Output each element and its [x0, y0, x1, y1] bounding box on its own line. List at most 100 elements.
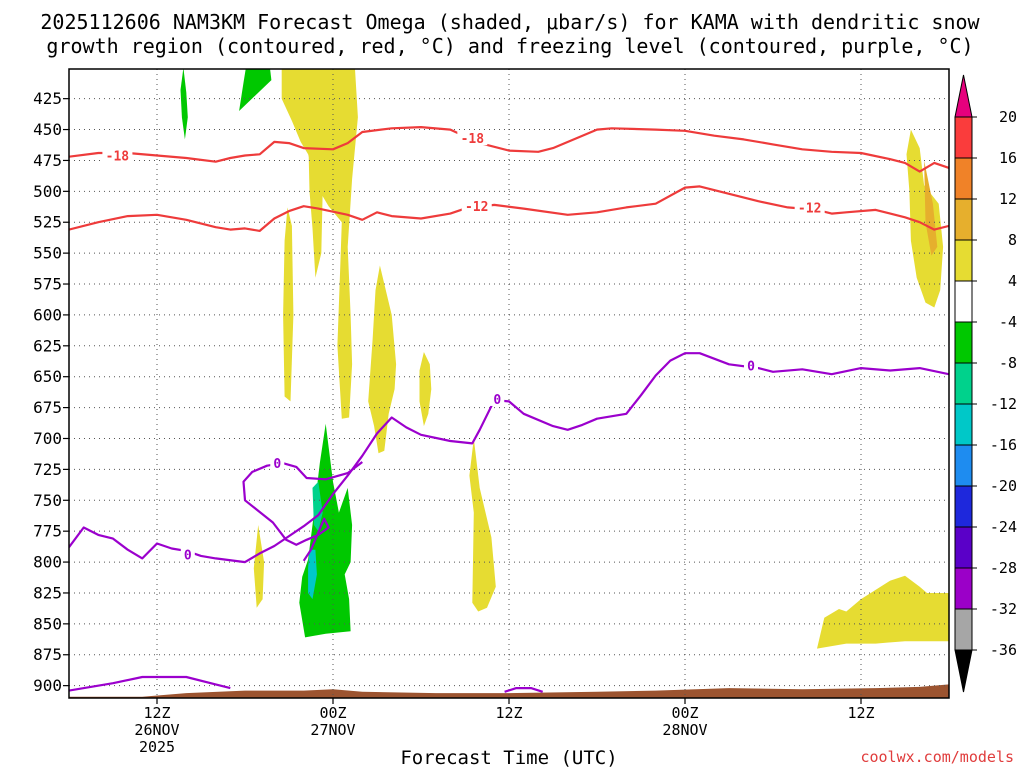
colorbar-label-10: 8	[1008, 231, 1017, 249]
colorbar: -36 -32 -28 -24 -20 -16 -12 -8 -4 4 8 12 16 20	[954, 74, 1017, 693]
freezing-level-surface-2-line	[504, 686, 544, 693]
colorbar-box-7	[954, 321, 973, 364]
freezing-level-main-label-bg-0	[490, 390, 505, 406]
freezing-level-loop-line	[242, 461, 363, 562]
colorbar-box-9	[954, 239, 973, 282]
y-axis: 425 450 475 500 525 550 575 600 625 650 675 700 725 7…	[33, 89, 69, 695]
x-tick-label-1-line1: 00Z	[319, 704, 346, 722]
freezing-level-loop-label-bg-0	[270, 455, 285, 471]
colorbar-label-12: 16	[999, 149, 1017, 167]
omega-pos-column-18z-tail	[308, 123, 325, 278]
grid-lines	[69, 69, 949, 698]
freezing-level-surface-line	[69, 675, 231, 692]
y-tick-label-425: 425	[33, 89, 62, 108]
x-axis-label: Forecast Time (UTC)	[400, 747, 617, 768]
omega-pos-column-18z	[281, 69, 358, 419]
omega-neg-upper	[180, 69, 188, 140]
y-tick-label-875: 875	[33, 645, 62, 664]
colorbar-box-12	[954, 116, 973, 159]
y-tick-label-475: 475	[33, 151, 62, 170]
omega-pos-late-column-core	[924, 160, 938, 256]
y-tick-label-850: 850	[33, 614, 62, 633]
dendritic-minus12-label-bg-0	[461, 198, 492, 214]
dendritic-minus12-label-1: -12	[798, 201, 821, 216]
chart-title-line-1: 2025112606 NAM3KM Forecast Omega (shaded…	[40, 10, 980, 34]
dendritic-minus12-label-bg-1	[794, 199, 825, 215]
dendritic-minus18-label-bg-1	[457, 130, 488, 146]
x-tick-label-0-line1: 12Z	[143, 704, 170, 722]
colorbar-label-0: -36	[990, 641, 1017, 659]
colorbar-box-11	[954, 157, 973, 200]
terrain-fill	[69, 684, 949, 698]
plot-background	[69, 69, 949, 698]
colorbar-box-1	[954, 567, 973, 610]
credit-link[interactable]: coolwx.com/models	[860, 748, 1014, 766]
colorbar-under-arrow	[954, 649, 973, 693]
dendritic-minus18-label-1: -18	[461, 132, 485, 147]
freezing-level-main-label-2: 0	[184, 549, 192, 564]
x-tick-label-3-line1: 00Z	[671, 704, 698, 722]
contour-labels: -18 -18 -12 -12 0 0 0 0	[102, 130, 825, 564]
colorbar-label-3: -24	[990, 518, 1017, 536]
freezing-level-main-label-bg-1	[744, 357, 758, 373]
y-tick-label-625: 625	[33, 336, 62, 355]
omega-pos-column-20z	[368, 265, 397, 454]
colorbar-label-2: -28	[990, 559, 1017, 577]
colorbar-label-5: -16	[990, 436, 1017, 454]
chart-title-line-2: growth region (contoured, red, °C) and f…	[46, 34, 973, 58]
y-tick-label-775: 775	[33, 522, 62, 541]
colorbar-box-5	[954, 403, 973, 446]
omega-pos-column-24z	[419, 352, 432, 427]
y-tick-label-750: 750	[33, 491, 62, 510]
y-tick-label-725: 725	[33, 460, 62, 479]
dendritic-minus18-label-bg-0	[102, 147, 133, 163]
dendritic-minus18-label-0: -18	[106, 150, 130, 165]
colorbar-box-4	[954, 444, 973, 487]
omega-pos-column-28z	[469, 438, 496, 612]
y-tick-label-675: 675	[33, 398, 62, 417]
x-tick-label-4-line1: 12Z	[847, 704, 874, 722]
freezing-level-main-label-1: 0	[747, 360, 755, 375]
colorbar-box-0	[954, 608, 973, 651]
y-tick-label-500: 500	[33, 182, 62, 201]
y-tick-label-800: 800	[33, 553, 62, 572]
freezing-level-main-label-0: 0	[493, 393, 501, 408]
colorbar-label-8: -4	[999, 313, 1017, 331]
freezing-level-main-label-bg-2	[180, 546, 195, 562]
x-tick-label-3-line2: 28NOV	[662, 721, 707, 739]
colorbar-over-arrow	[954, 74, 973, 118]
colorbar-label-11: 12	[999, 190, 1017, 208]
y-tick-label-825: 825	[33, 583, 62, 602]
x-tick-label-0-line3: 2025	[139, 738, 175, 756]
y-tick-label-900: 900	[33, 676, 62, 695]
colorbar-box-10	[954, 198, 973, 241]
terrain-layer	[69, 684, 949, 698]
colorbar-label-6: -12	[990, 395, 1017, 413]
colorbar-label-13: 20	[999, 108, 1017, 126]
colorbar-box-3	[954, 485, 973, 528]
y-tick-label-650: 650	[33, 367, 62, 386]
y-tick-label-575: 575	[33, 275, 62, 294]
x-tick-label-0-line2: 26NOV	[134, 721, 179, 739]
y-tick-label-550: 550	[33, 244, 62, 263]
colorbar-box-2	[954, 526, 973, 569]
colorbar-label-9: 4	[1008, 272, 1017, 290]
dendritic-minus12-label-0: -12	[465, 200, 488, 215]
omega-pos-late-column	[906, 129, 944, 308]
colorbar-label-7: -8	[999, 354, 1017, 372]
y-tick-label-700: 700	[33, 429, 62, 448]
y-tick-label-450: 450	[33, 120, 62, 139]
x-tick-label-1-line2: 27NOV	[310, 721, 355, 739]
freezing-level-loop-label-0: 0	[273, 457, 281, 472]
colorbar-label-4: -20	[990, 477, 1017, 495]
y-tick-label-600: 600	[33, 305, 62, 324]
omega-pos-late-lowlevel	[817, 575, 949, 649]
omega-pos-column-15z	[283, 207, 294, 402]
colorbar-box-8	[954, 280, 973, 323]
colorbar-label-1: -32	[990, 600, 1017, 618]
x-tick-label-2-line1: 12Z	[495, 704, 522, 722]
colorbar-box-6	[954, 362, 973, 405]
omega-neg-strip-left	[239, 69, 272, 111]
